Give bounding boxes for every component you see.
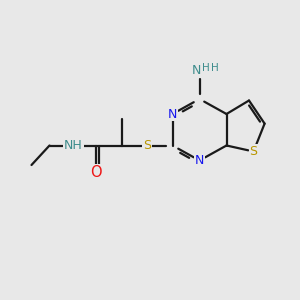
Text: N: N (168, 107, 177, 121)
Text: H: H (211, 63, 218, 73)
Text: N: N (192, 64, 201, 77)
Text: O: O (90, 165, 102, 180)
Text: H: H (202, 63, 210, 73)
Text: N: N (195, 154, 204, 167)
Text: S: S (250, 145, 257, 158)
Text: S: S (143, 139, 151, 152)
Text: NH: NH (64, 139, 83, 152)
